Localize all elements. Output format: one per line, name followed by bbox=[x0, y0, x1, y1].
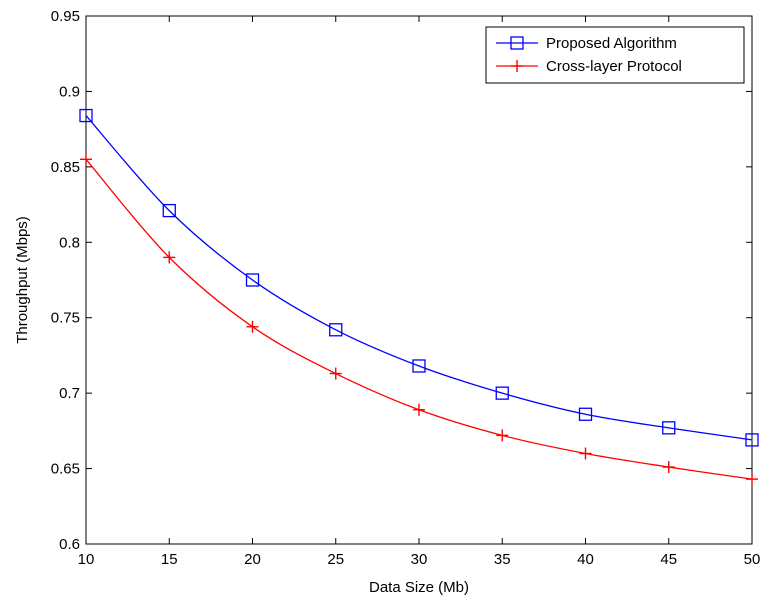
y-tick-label: 0.85 bbox=[51, 159, 80, 176]
x-tick-label: 45 bbox=[660, 551, 677, 568]
data-point-plus bbox=[329, 367, 342, 380]
data-point-square bbox=[745, 433, 759, 447]
y-axis-label: Throughput (Mbps) bbox=[14, 216, 31, 344]
y-tick-label: 0.8 bbox=[59, 234, 80, 251]
data-point-square bbox=[412, 359, 426, 373]
data-point-square bbox=[79, 108, 93, 123]
y-tick-label: 0.95 bbox=[51, 8, 80, 25]
data-point-square bbox=[245, 273, 260, 287]
data-point-plus bbox=[511, 60, 523, 72]
legend-marker bbox=[510, 36, 524, 50]
legend-entry-cross-layer-protocol: Cross-layer Protocol bbox=[496, 58, 682, 75]
x-tick-label: 15 bbox=[161, 551, 178, 568]
series-layer bbox=[79, 108, 759, 486]
y-tick-label: 0.7 bbox=[59, 385, 80, 402]
series-proposed-algorithm bbox=[79, 108, 759, 447]
y-tick-label: 0.9 bbox=[59, 83, 80, 100]
data-point-plus bbox=[496, 429, 509, 442]
data-point-plus bbox=[746, 473, 758, 486]
y-tick-label: 0.75 bbox=[51, 310, 80, 327]
x-tick-label: 30 bbox=[411, 551, 428, 568]
legend-label: Proposed Algorithm bbox=[546, 35, 677, 52]
y-tick-label: 0.6 bbox=[59, 536, 80, 553]
x-tick-label: 40 bbox=[577, 551, 594, 568]
data-point-square bbox=[662, 421, 676, 435]
series-line bbox=[85, 158, 753, 480]
data-point-plus bbox=[163, 251, 176, 264]
x-tick-label: 25 bbox=[327, 551, 344, 568]
data-point-square bbox=[329, 323, 343, 337]
legend-label: Cross-layer Protocol bbox=[546, 58, 682, 75]
series-cross-layer-protocol bbox=[80, 153, 758, 486]
legend-box bbox=[485, 26, 745, 84]
legend-entry-proposed-algorithm: Proposed Algorithm bbox=[496, 35, 677, 52]
legend: Proposed Algorithm Cross-layer Protocol bbox=[485, 26, 745, 84]
x-axis-label: Data Size (Mb) bbox=[369, 579, 469, 596]
x-tick-label: 20 bbox=[244, 551, 261, 568]
legend-marker bbox=[511, 60, 523, 72]
x-axis: 10 15 20 25 30 35 40 45 50 bbox=[78, 16, 761, 568]
data-point-plus bbox=[413, 403, 425, 416]
data-point-square bbox=[578, 407, 593, 421]
data-point-square bbox=[510, 36, 524, 50]
data-point-square bbox=[162, 203, 176, 218]
y-tick-label: 0.65 bbox=[51, 461, 80, 478]
data-point-plus bbox=[246, 320, 259, 333]
x-tick-label: 10 bbox=[78, 551, 95, 568]
x-tick-label: 35 bbox=[494, 551, 511, 568]
data-point-square bbox=[495, 386, 509, 400]
x-tick-label: 50 bbox=[744, 551, 761, 568]
series-line bbox=[85, 115, 753, 441]
y-axis: 0.6 0.65 0.7 0.75 0.8 0.85 0.9 0.95 bbox=[51, 8, 752, 553]
data-point-plus bbox=[662, 461, 675, 474]
data-point-plus bbox=[80, 153, 92, 166]
data-point-plus bbox=[579, 447, 592, 460]
